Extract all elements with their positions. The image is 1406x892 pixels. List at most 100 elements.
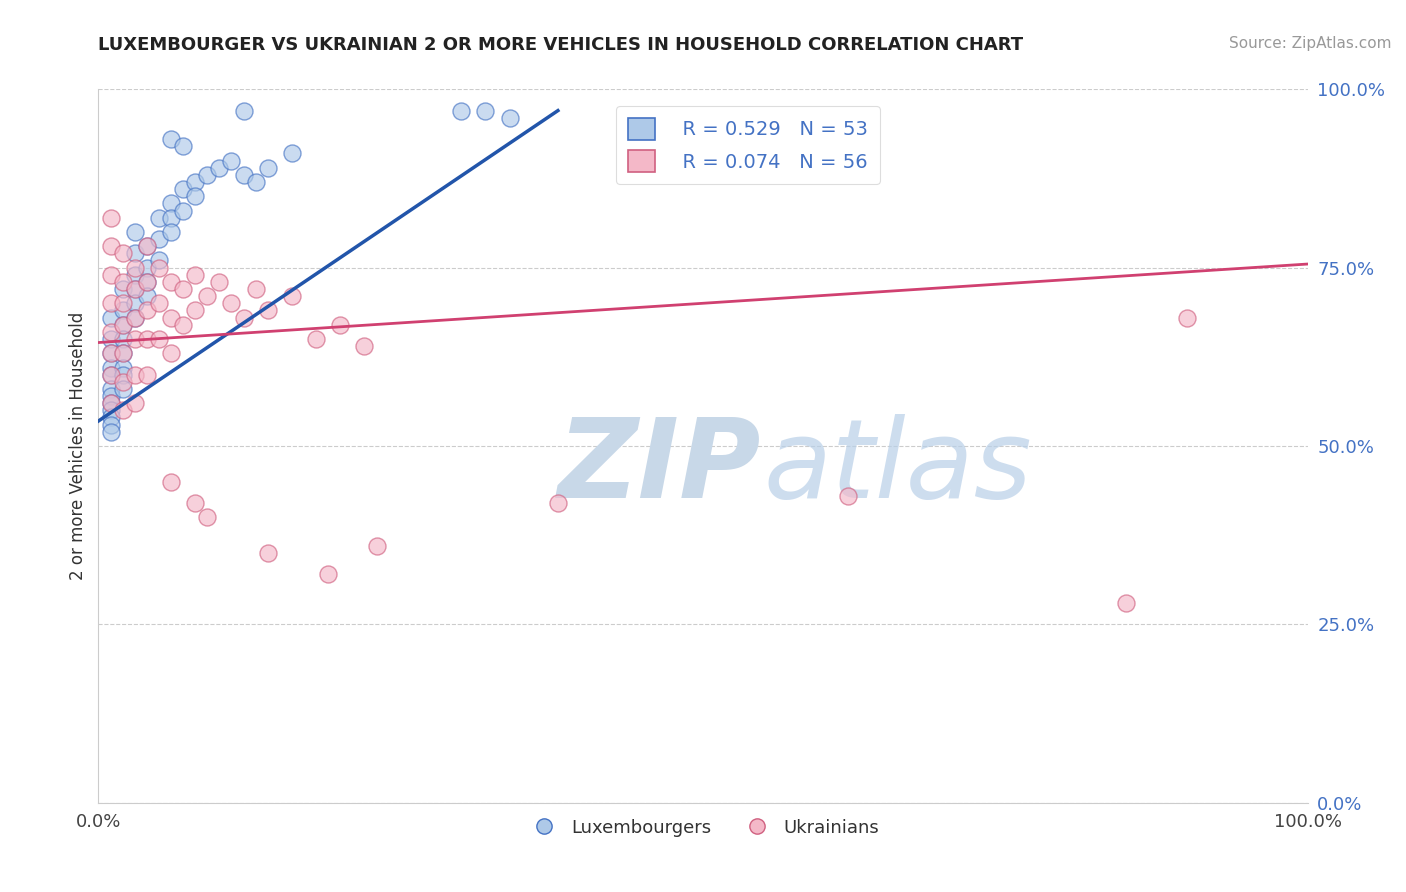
Point	[100, 332, 122, 346]
Point	[111, 332, 134, 346]
Point	[100, 425, 122, 439]
Point	[256, 546, 278, 560]
Point	[135, 289, 157, 303]
Point	[111, 318, 134, 332]
Point	[135, 275, 157, 289]
Point	[100, 296, 122, 310]
Point	[256, 303, 278, 318]
Point	[366, 539, 388, 553]
Point	[232, 103, 254, 118]
Text: Source: ZipAtlas.com: Source: ZipAtlas.com	[1229, 36, 1392, 51]
Point	[124, 310, 146, 325]
Point	[1175, 310, 1198, 325]
Point	[195, 289, 218, 303]
Point	[100, 346, 122, 360]
Point	[124, 368, 146, 382]
Point	[160, 475, 183, 489]
Point	[498, 111, 520, 125]
Point	[245, 175, 267, 189]
Point	[124, 396, 146, 410]
Point	[124, 310, 146, 325]
Point	[100, 346, 122, 360]
Point	[100, 268, 122, 282]
Point	[100, 389, 122, 403]
Point	[474, 103, 496, 118]
Point	[837, 489, 859, 503]
Point	[160, 275, 183, 289]
Point	[100, 396, 122, 410]
Point	[111, 318, 134, 332]
Point	[184, 303, 207, 318]
Point	[160, 346, 183, 360]
Point	[124, 296, 146, 310]
Point	[124, 268, 146, 282]
Point	[160, 225, 183, 239]
Point	[124, 225, 146, 239]
Point	[100, 211, 122, 225]
Point	[208, 275, 231, 289]
Point	[172, 139, 194, 153]
Point	[111, 303, 134, 318]
Point	[135, 275, 157, 289]
Point	[111, 375, 134, 389]
Point	[111, 296, 134, 310]
Point	[160, 211, 183, 225]
Point	[148, 332, 170, 346]
Point	[160, 132, 183, 146]
Point	[111, 382, 134, 396]
Point	[172, 318, 194, 332]
Point	[281, 289, 304, 303]
Point	[221, 153, 243, 168]
Point	[100, 417, 122, 432]
Point	[124, 282, 146, 296]
Point	[100, 368, 122, 382]
Point	[100, 396, 122, 410]
Point	[148, 253, 170, 268]
Point	[135, 239, 157, 253]
Point	[221, 296, 243, 310]
Y-axis label: 2 or more Vehicles in Household: 2 or more Vehicles in Household	[69, 312, 87, 580]
Point	[305, 332, 328, 346]
Point	[111, 368, 134, 382]
Point	[184, 268, 207, 282]
Point	[148, 232, 170, 246]
Point	[111, 346, 134, 360]
Text: ZIP: ZIP	[558, 414, 762, 521]
Point	[100, 360, 122, 375]
Point	[135, 303, 157, 318]
Point	[111, 346, 134, 360]
Point	[256, 161, 278, 175]
Point	[148, 260, 170, 275]
Point	[148, 296, 170, 310]
Point	[316, 567, 339, 582]
Point	[1115, 596, 1137, 610]
Point	[124, 246, 146, 260]
Point	[100, 310, 122, 325]
Point	[184, 496, 207, 510]
Point	[184, 175, 207, 189]
Point	[135, 239, 157, 253]
Point	[135, 332, 157, 346]
Point	[100, 239, 122, 253]
Point	[547, 496, 569, 510]
Point	[195, 510, 218, 524]
Point	[160, 196, 183, 211]
Point	[172, 282, 194, 296]
Point	[124, 282, 146, 296]
Point	[245, 282, 267, 296]
Point	[208, 161, 231, 175]
Text: LUXEMBOURGER VS UKRAINIAN 2 OR MORE VEHICLES IN HOUSEHOLD CORRELATION CHART: LUXEMBOURGER VS UKRAINIAN 2 OR MORE VEHI…	[98, 36, 1024, 54]
Point	[100, 325, 122, 339]
Point	[100, 382, 122, 396]
Point	[100, 368, 122, 382]
Point	[160, 310, 183, 325]
Point	[111, 275, 134, 289]
Point	[111, 282, 134, 296]
Point	[111, 360, 134, 375]
Point	[184, 189, 207, 203]
Legend: Luxembourgers, Ukrainians: Luxembourgers, Ukrainians	[519, 812, 887, 844]
Point	[281, 146, 304, 161]
Point	[135, 260, 157, 275]
Point	[232, 168, 254, 182]
Point	[100, 403, 122, 417]
